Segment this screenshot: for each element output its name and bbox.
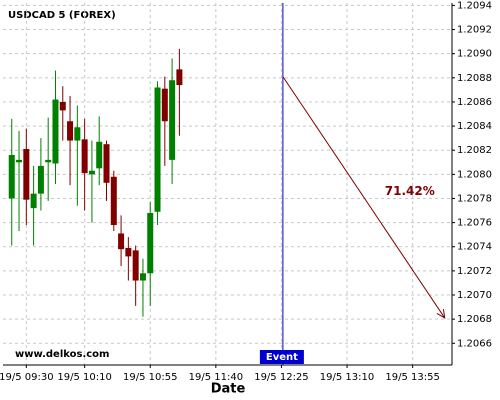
- candle-body: [45, 159, 52, 163]
- candle-body: [110, 176, 117, 226]
- x-tick-label: 19/5 11:40: [189, 372, 243, 383]
- candle-body: [88, 170, 95, 175]
- x-tick-label: 19/5 10:10: [57, 372, 111, 383]
- y-tick-label: 1.2086: [457, 97, 492, 108]
- candle-body: [176, 69, 183, 86]
- y-tick-label: 1.2078: [457, 193, 492, 204]
- projection-arrow: [282, 76, 446, 319]
- candle-body: [8, 155, 15, 199]
- candle-body: [67, 121, 74, 141]
- y-tick-label: 1.2084: [457, 121, 492, 132]
- x-tick-label: 19/5 13:55: [385, 372, 439, 383]
- candle-body: [132, 250, 139, 281]
- y-tick-label: 1.2090: [457, 49, 492, 60]
- x-tick-label: 19/5 12:25: [254, 372, 308, 383]
- candle-body: [147, 212, 154, 274]
- candle-body: [154, 87, 161, 212]
- y-tick-label: 1.2066: [457, 338, 492, 349]
- y-tick-label: 1.2070: [457, 290, 492, 301]
- y-tick-label: 1.2072: [457, 266, 492, 277]
- x-tick-label: 19/5 09:30: [0, 372, 54, 383]
- candle-body: [125, 247, 132, 257]
- x-axis-label: Date: [211, 382, 246, 397]
- x-tick-label: 19/5 10:55: [123, 372, 177, 383]
- y-tick-label: 1.2088: [457, 73, 492, 84]
- y-tick-label: 1.2080: [457, 169, 492, 180]
- candle-body: [169, 80, 176, 160]
- event-label-box: [259, 350, 304, 364]
- watermark: www.delkos.com: [15, 349, 109, 360]
- y-tick-label: 1.2082: [457, 145, 492, 156]
- y-tick-label: 1.2074: [457, 242, 492, 253]
- chart-title: USDCAD 5 (FOREX): [8, 10, 116, 21]
- y-tick-label: 1.2076: [457, 218, 492, 229]
- candle-body: [139, 273, 146, 281]
- candle-body: [37, 165, 44, 194]
- candle-body: [59, 101, 66, 111]
- candle-body: [161, 88, 168, 122]
- candle-body: [23, 149, 30, 200]
- candle-body: [30, 193, 37, 209]
- candle-body: [81, 139, 88, 174]
- candle-body: [103, 144, 110, 183]
- y-tick-label: 1.2068: [457, 314, 492, 325]
- y-tick-label: 1.2092: [457, 25, 492, 36]
- candle-body: [52, 99, 59, 164]
- event-label: Event: [266, 352, 298, 363]
- candle-body: [74, 127, 81, 141]
- candle-body: [16, 159, 23, 163]
- projection-label: 71.42%: [385, 184, 435, 198]
- x-tick-label: 19/5 13:10: [320, 372, 374, 383]
- candle-body: [118, 233, 125, 250]
- candle-body: [96, 141, 103, 169]
- arrow-head: [436, 308, 446, 319]
- y-tick-label: 1.2094: [457, 0, 492, 11]
